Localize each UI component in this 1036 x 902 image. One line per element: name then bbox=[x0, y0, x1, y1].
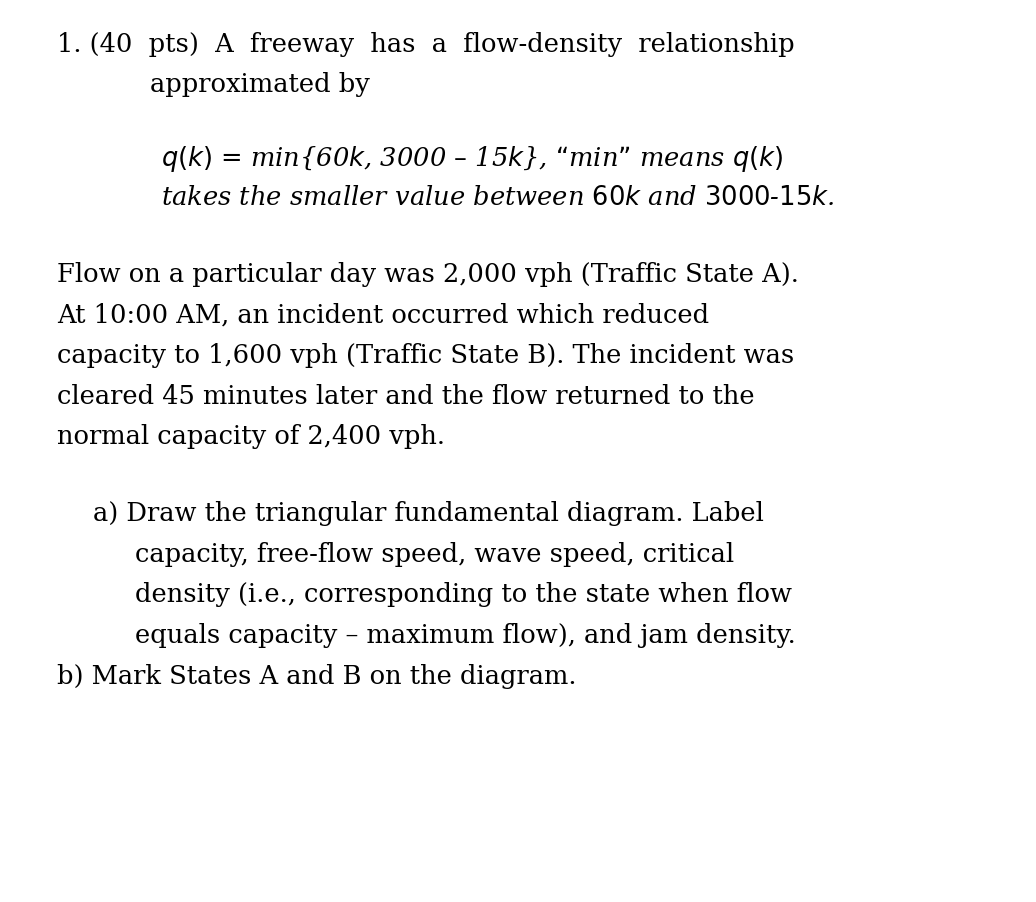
Text: 1. (40  pts)  A  freeway  has  a  flow-density  relationship: 1. (40 pts) A freeway has a flow-density… bbox=[57, 32, 795, 57]
Text: At 10:00 AM, an incident occurred which reduced: At 10:00 AM, an incident occurred which … bbox=[57, 302, 709, 327]
Text: cleared 45 minutes later and the flow returned to the: cleared 45 minutes later and the flow re… bbox=[57, 383, 754, 409]
Text: approximated by: approximated by bbox=[150, 72, 370, 97]
Text: normal capacity of 2,400 vph.: normal capacity of 2,400 vph. bbox=[57, 424, 445, 449]
Text: b) Mark States A and B on the diagram.: b) Mark States A and B on the diagram. bbox=[57, 663, 576, 688]
Text: a) Draw the triangular fundamental diagram. Label: a) Draw the triangular fundamental diagr… bbox=[93, 501, 765, 526]
Text: $q(k)$ = min{60$k$, 3000 – 15$k$}, “min” means $q(k)$: $q(k)$ = min{60$k$, 3000 – 15$k$}, “min”… bbox=[161, 144, 783, 174]
Text: capacity, free-flow speed, wave speed, critical: capacity, free-flow speed, wave speed, c… bbox=[135, 541, 733, 566]
Text: equals capacity – maximum flow), and jam density.: equals capacity – maximum flow), and jam… bbox=[135, 622, 796, 648]
Text: Flow on a particular day was 2,000 vph (Traffic State A).: Flow on a particular day was 2,000 vph (… bbox=[57, 262, 799, 287]
Text: density (i.e., corresponding to the state when flow: density (i.e., corresponding to the stat… bbox=[135, 582, 792, 607]
Text: takes the smaller value between $60k$ and $3000$-$15k$.: takes the smaller value between $60k$ an… bbox=[161, 185, 834, 210]
Text: capacity to 1,600 vph (Traffic State B). The incident was: capacity to 1,600 vph (Traffic State B).… bbox=[57, 343, 795, 368]
